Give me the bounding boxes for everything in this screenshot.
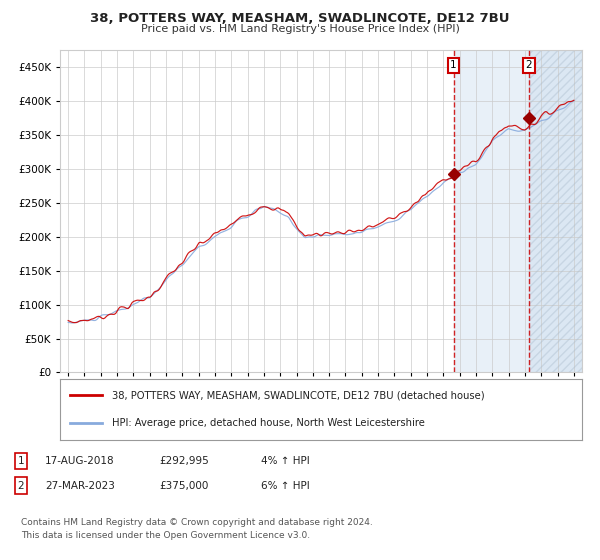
- Text: 38, POTTERS WAY, MEASHAM, SWADLINCOTE, DE12 7BU: 38, POTTERS WAY, MEASHAM, SWADLINCOTE, D…: [90, 12, 510, 25]
- Text: 4% ↑ HPI: 4% ↑ HPI: [261, 456, 310, 466]
- Text: Contains HM Land Registry data © Crown copyright and database right 2024.
This d: Contains HM Land Registry data © Crown c…: [21, 518, 373, 539]
- Bar: [529, 50, 582, 372]
- Bar: [454, 50, 582, 372]
- Text: 27-MAR-2023: 27-MAR-2023: [45, 480, 115, 491]
- Text: 38, POTTERS WAY, MEASHAM, SWADLINCOTE, DE12 7BU (detached house): 38, POTTERS WAY, MEASHAM, SWADLINCOTE, D…: [112, 390, 485, 400]
- Text: 2: 2: [526, 60, 532, 71]
- Text: 1: 1: [450, 60, 457, 71]
- Text: HPI: Average price, detached house, North West Leicestershire: HPI: Average price, detached house, Nort…: [112, 418, 425, 428]
- Text: 17-AUG-2018: 17-AUG-2018: [45, 456, 115, 466]
- Text: 2: 2: [17, 480, 25, 491]
- Text: 6% ↑ HPI: 6% ↑ HPI: [261, 480, 310, 491]
- Text: £375,000: £375,000: [159, 480, 208, 491]
- Bar: [529, 47, 582, 372]
- Text: £292,995: £292,995: [159, 456, 209, 466]
- Text: Price paid vs. HM Land Registry's House Price Index (HPI): Price paid vs. HM Land Registry's House …: [140, 24, 460, 34]
- Text: 1: 1: [17, 456, 25, 466]
